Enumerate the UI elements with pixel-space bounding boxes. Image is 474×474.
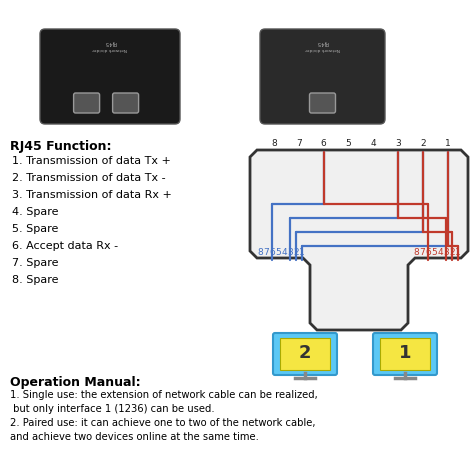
Text: 6: 6 — [321, 139, 327, 148]
Text: 4: 4 — [371, 139, 376, 148]
Text: 5: 5 — [275, 248, 281, 257]
Text: 2: 2 — [293, 248, 299, 257]
Text: 8: 8 — [271, 139, 277, 148]
FancyBboxPatch shape — [260, 29, 385, 124]
Text: 1: 1 — [399, 344, 411, 362]
Text: 1. Single use: the extension of network cable can be realized,: 1. Single use: the extension of network … — [10, 390, 318, 400]
FancyBboxPatch shape — [273, 333, 337, 375]
Text: 1. Transmission of data Tx +: 1. Transmission of data Tx + — [12, 156, 171, 166]
Text: 7. Spare: 7. Spare — [12, 258, 58, 268]
Text: 1: 1 — [455, 248, 461, 257]
Text: 3. Transmission of data Rx +: 3. Transmission of data Rx + — [12, 190, 172, 200]
FancyBboxPatch shape — [73, 93, 100, 113]
Text: but only interface 1 (1236) can be used.: but only interface 1 (1236) can be used. — [10, 404, 215, 414]
Text: 6: 6 — [269, 248, 275, 257]
FancyBboxPatch shape — [310, 93, 336, 113]
FancyBboxPatch shape — [113, 93, 138, 113]
Polygon shape — [250, 150, 468, 330]
Text: 1: 1 — [299, 248, 305, 257]
Text: 8: 8 — [257, 248, 263, 257]
Text: 6. Accept data Rx -: 6. Accept data Rx - — [12, 241, 118, 251]
Text: 6: 6 — [425, 248, 431, 257]
Text: 3: 3 — [395, 139, 401, 148]
Text: Operation Manual:: Operation Manual: — [10, 376, 141, 389]
Text: 3: 3 — [443, 248, 449, 257]
Text: 4: 4 — [281, 248, 287, 257]
Text: 8: 8 — [413, 248, 419, 257]
Text: 4. Spare: 4. Spare — [12, 207, 58, 217]
Text: 7: 7 — [263, 248, 269, 257]
Text: 2. Transmission of data Tx -: 2. Transmission of data Tx - — [12, 173, 165, 183]
Text: RJ45: RJ45 — [104, 40, 116, 45]
Text: 5: 5 — [431, 248, 437, 257]
Text: 2: 2 — [299, 344, 311, 362]
Text: 2: 2 — [449, 248, 455, 257]
Text: 3: 3 — [287, 248, 293, 257]
Text: 2. Paired use: it can achieve one to two of the network cable,: 2. Paired use: it can achieve one to two… — [10, 418, 316, 428]
Text: RJ45: RJ45 — [316, 40, 328, 45]
Text: Network divider: Network divider — [305, 47, 340, 51]
FancyBboxPatch shape — [373, 333, 437, 375]
Text: 2: 2 — [420, 139, 426, 148]
FancyBboxPatch shape — [40, 29, 180, 124]
Text: 8. Spare: 8. Spare — [12, 275, 58, 285]
Text: 5. Spare: 5. Spare — [12, 224, 58, 234]
Text: 1: 1 — [445, 139, 451, 148]
FancyBboxPatch shape — [380, 338, 430, 370]
Text: 5: 5 — [346, 139, 351, 148]
Text: 7: 7 — [419, 248, 425, 257]
Text: 4: 4 — [437, 248, 443, 257]
Text: 7: 7 — [296, 139, 302, 148]
Text: Network divider: Network divider — [92, 47, 128, 51]
Text: RJ45 Function:: RJ45 Function: — [10, 140, 111, 153]
Text: and achieve two devices online at the same time.: and achieve two devices online at the sa… — [10, 432, 259, 442]
FancyBboxPatch shape — [280, 338, 330, 370]
